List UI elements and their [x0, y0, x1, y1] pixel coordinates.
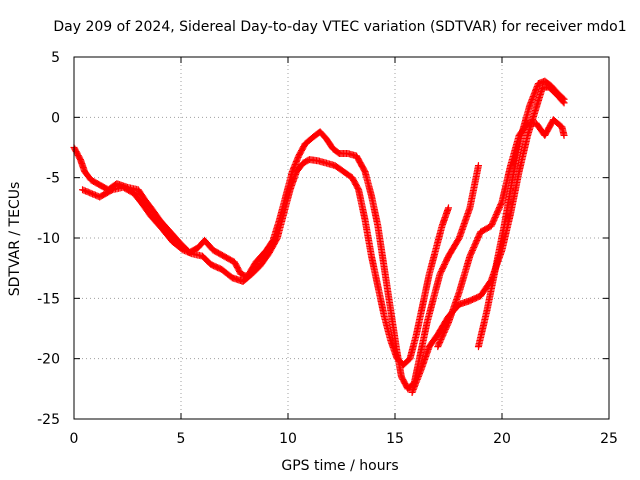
series-trace-2	[79, 156, 452, 369]
x-tick-label: 5	[177, 431, 186, 447]
y-tick-label: -20	[37, 352, 60, 368]
y-tick-label: 0	[51, 110, 60, 126]
series-trace-5	[474, 77, 568, 351]
data-point	[559, 94, 567, 102]
series-trace-4	[434, 116, 568, 351]
axis-ticks: 0 5 10 15 20 25 5 0 -5 -10 -15 -20 -25	[37, 50, 618, 447]
data-point	[445, 204, 452, 212]
series-trace-3	[408, 83, 568, 396]
data-point	[186, 249, 194, 257]
x-tick-label: 15	[386, 431, 404, 447]
data-point	[560, 131, 568, 139]
data-points	[70, 77, 568, 396]
data-point	[560, 95, 568, 103]
y-tick-label: 5	[51, 50, 60, 66]
x-tick-label: 20	[493, 431, 511, 447]
y-tick-label: -25	[37, 412, 60, 428]
y-tick-label: -10	[37, 231, 60, 247]
chart-title: Day 209 of 2024, Sidereal Day-to-day VTE…	[53, 19, 626, 35]
x-tick-label: 0	[70, 431, 79, 447]
x-tick-label: 25	[600, 431, 618, 447]
x-tick-label: 10	[279, 431, 297, 447]
y-tick-label: -15	[37, 291, 60, 307]
data-point	[474, 162, 482, 170]
y-axis-label: SDTVAR / TECUs	[7, 182, 23, 297]
x-axis-label: GPS time / hours	[281, 458, 398, 474]
y-tick-label: -5	[46, 171, 60, 187]
